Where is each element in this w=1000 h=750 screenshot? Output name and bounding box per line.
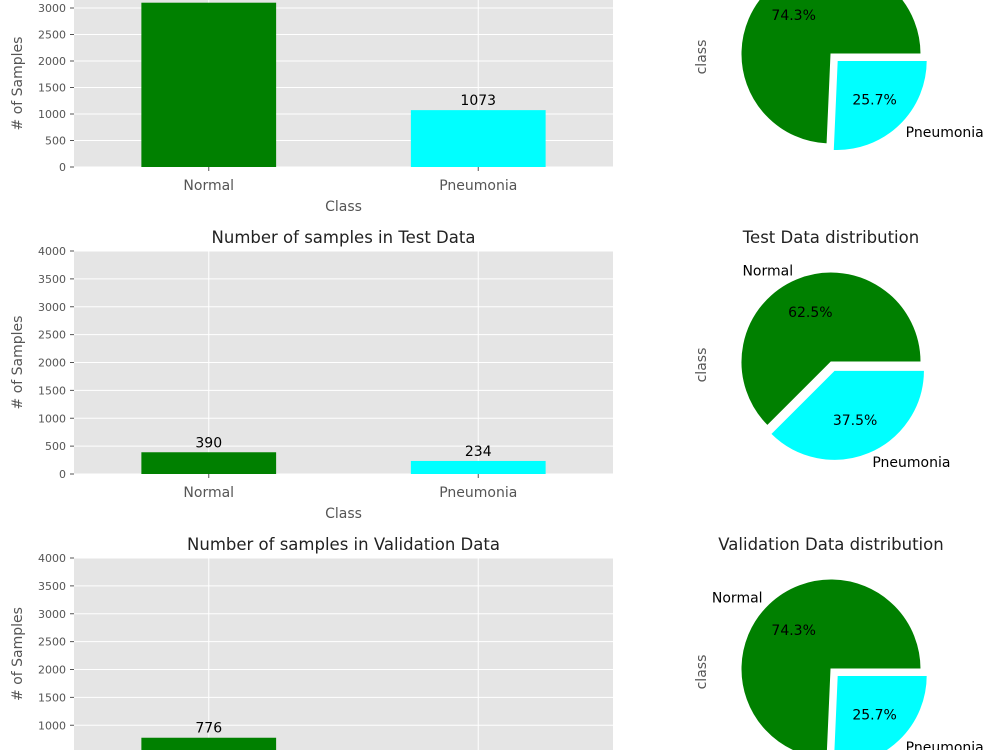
pie-slice-label: Pneumonia <box>906 740 984 750</box>
pie-slice-pneumonia <box>770 369 925 461</box>
y-tick-label: 2500 <box>38 29 66 42</box>
y-tick-label: 1500 <box>38 691 66 704</box>
bar-chart-0: 0 500 1000 1500 2000 2500 3000 Normal 1073 Pneumo… <box>10 0 613 215</box>
y-tick-label: 1000 <box>38 108 66 121</box>
pie-title: Validation Data distribution <box>718 535 943 554</box>
y-tick-label: 2500 <box>38 636 66 649</box>
y-tick-label: 0 <box>59 468 66 481</box>
y-tick-label: 1500 <box>38 82 66 95</box>
pie-slice-label: Pneumonia <box>906 125 984 141</box>
x-tick-label: Pneumonia <box>439 485 517 501</box>
y-tick-label: 3500 <box>38 580 66 593</box>
y-tick-label: 2500 <box>38 329 66 342</box>
bar-value-label: 1073 <box>460 93 496 109</box>
bar-chart-2: 0 500 1000 1500 2000 2500 3000 3500 4000 390 Norma… <box>10 228 613 522</box>
y-tick-label: 3000 <box>38 301 66 314</box>
x-axis-label: Class <box>325 506 362 522</box>
pie-axis-label: class <box>694 348 710 383</box>
pie-pct-label: 62.5% <box>788 305 832 321</box>
y-axis-label: # of Samples <box>10 316 26 410</box>
bar-pneumonia <box>410 110 546 167</box>
y-tick-label: 3500 <box>38 273 66 286</box>
pie-pct-label: 25.7% <box>852 93 896 109</box>
x-tick-label: Normal <box>183 178 234 194</box>
pie-pct-label: 37.5% <box>833 413 877 429</box>
pie-slice-pneumonia <box>833 675 928 750</box>
y-axis-label: # of Samples <box>10 37 26 131</box>
y-tick-label: 2000 <box>38 664 66 677</box>
x-tick-label: Pneumonia <box>439 178 517 194</box>
bar-value-label: 776 <box>195 721 222 737</box>
x-tick-label: Normal <box>183 485 234 501</box>
y-tick-label: 2000 <box>38 55 66 68</box>
y-tick-label: 1000 <box>38 412 66 425</box>
chart-title: Number of samples in Test Data <box>212 228 476 247</box>
bar-value-label: 234 <box>465 444 492 460</box>
y-tick-label: 3000 <box>38 2 66 15</box>
x-axis-label: Class <box>325 199 362 215</box>
pie-slice-normal <box>740 578 922 750</box>
pie-slice-label: Normal <box>742 264 793 280</box>
pie-title: Test Data distribution <box>742 228 919 247</box>
pie-pct-label: 74.3% <box>771 623 815 639</box>
pie-chart-1: 74.3% 25.7% Pneumonia class <box>694 0 984 151</box>
pie-slice-normal <box>740 271 922 427</box>
bar-chart-4: 1000 1500 2000 2500 3000 3500 4000 776 # of Samp… <box>10 535 613 750</box>
y-axis-label: # of Samples <box>10 607 26 701</box>
pie-slice-pneumonia <box>832 60 928 151</box>
y-tick-label: 1000 <box>38 719 66 732</box>
y-tick-label: 500 <box>45 135 66 148</box>
y-tick-label: 1500 <box>38 384 66 397</box>
pie-slice-label: Pneumonia <box>872 455 950 471</box>
bar-normal <box>141 2 277 168</box>
y-tick-label: 2000 <box>38 357 66 370</box>
bar-normal <box>141 737 277 750</box>
chart-title: Number of samples in Validation Data <box>187 535 500 554</box>
y-tick-label: 4000 <box>38 552 66 565</box>
pie-slice-normal <box>740 0 922 145</box>
pie-slice-label: Normal <box>712 590 763 606</box>
pie-axis-label: class <box>694 40 710 75</box>
pie-chart-5: 74.3% Normal 25.7% Pneumonia class Validation… <box>694 535 984 750</box>
y-tick-label: 3000 <box>38 608 66 621</box>
pie-pct-label: 25.7% <box>852 708 896 724</box>
bar-value-label: 390 <box>195 435 222 451</box>
y-tick-label: 4000 <box>38 245 66 258</box>
pie-chart-3: 62.5% Normal 37.5% Pneumonia class Test Data … <box>694 228 950 471</box>
bar-normal <box>141 452 277 474</box>
y-tick-label: 500 <box>45 440 66 453</box>
y-tick-label: 0 <box>59 161 66 174</box>
pie-pct-label: 74.3% <box>771 8 815 24</box>
pie-axis-label: class <box>694 655 710 690</box>
plot-area <box>74 558 613 750</box>
bar-pneumonia <box>410 460 546 474</box>
